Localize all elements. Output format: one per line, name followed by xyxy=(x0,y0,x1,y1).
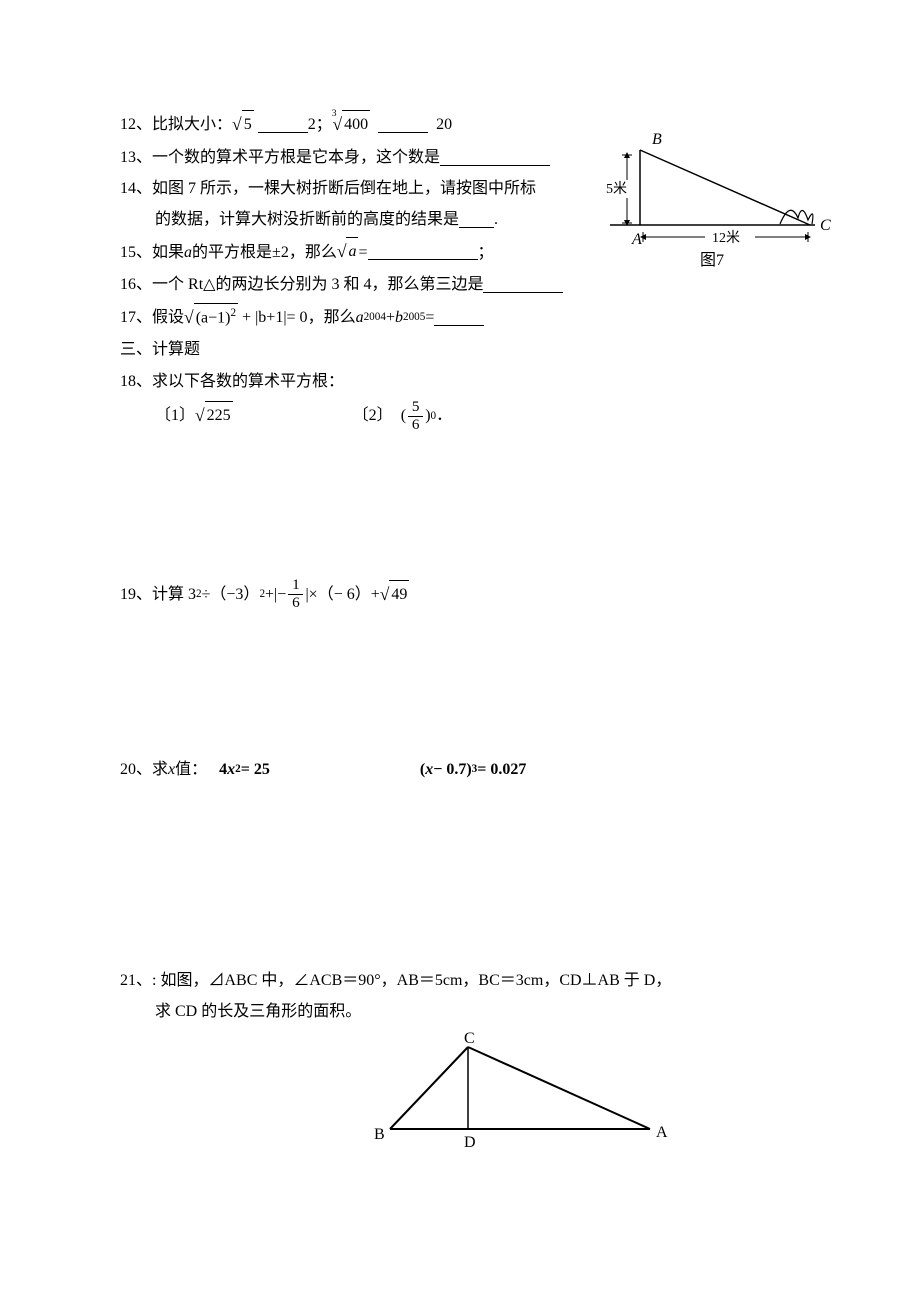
q18-sub1-label: 〔1〕 xyxy=(155,402,195,429)
q17-text1: 假设 xyxy=(152,304,184,331)
question-21-l2: 求 CD 的长及三角形的面积。 xyxy=(120,998,800,1025)
blank xyxy=(258,117,308,133)
sqrt-expr: √(a−1)2 xyxy=(184,303,238,333)
svg-text:D: D xyxy=(464,1134,476,1151)
q15-var-a: a xyxy=(184,239,192,266)
q15-text1: 如果 xyxy=(152,239,184,266)
q20-eq2-b: − 0.7) xyxy=(433,756,471,783)
question-20: 20、 求 x 值： 4x2 = 25 (x − 0.7)3 = 0.027 xyxy=(120,756,800,783)
q14-text3: . xyxy=(494,206,498,233)
blank xyxy=(440,150,550,166)
sqrt-49: √49 xyxy=(380,580,410,610)
svg-text:A: A xyxy=(656,1124,668,1141)
q20-eq2-c: = 0.027 xyxy=(477,756,526,783)
svg-text:C: C xyxy=(464,1030,475,1047)
q20-x1: x xyxy=(168,756,175,783)
q12-text1: 比拟大小： xyxy=(152,111,232,138)
q20-text: 求 xyxy=(152,756,168,783)
question-19: 19、 计算 32 ÷（−3）2 +|− 16 |×（− 6）+ √49 xyxy=(120,577,800,611)
blank xyxy=(378,117,428,133)
q16-text: 一个 Rt△的两边长分别为 3 和 4，那么第三边是 xyxy=(152,271,483,298)
q17-b-var: b xyxy=(395,304,403,331)
q13-num: 13、 xyxy=(120,144,152,171)
q18-sub2-label: 〔2〕 xyxy=(353,402,393,429)
triangle-svg: C B D A xyxy=(360,1029,670,1159)
figure-7: B A C 5米 12米 图7 xyxy=(580,130,860,299)
q18-sub2-dot: ． xyxy=(436,402,452,429)
q18-num: 18、 xyxy=(120,368,152,395)
svg-text:C: C xyxy=(820,217,831,234)
q17-abs: |b+1| xyxy=(255,304,286,331)
svg-text:A: A xyxy=(631,231,642,248)
q17-a-var: a xyxy=(356,304,364,331)
q21-text1: : 如图，⊿ABC 中，∠ACB＝90°，AB＝5cm，BC＝3cm，CD⊥AB… xyxy=(152,967,671,994)
q17-plus: + xyxy=(386,304,395,331)
q17-eq: = 0 xyxy=(287,304,308,331)
q12-text3: 20 xyxy=(436,111,452,138)
q19-text3: +|− xyxy=(265,581,286,608)
q13-text: 一个数的算术平方根是它本身，这个数是 xyxy=(152,144,440,171)
q12-text2: 2； xyxy=(308,111,332,138)
q17-text2: ，那么 xyxy=(308,304,356,331)
question-18-subs: 〔1〕 √225 〔2〕 ( 56 )0 ． xyxy=(120,399,800,433)
q19-text4: |×（− 6）+ xyxy=(305,581,379,608)
q19-text2: ÷（−3） xyxy=(202,581,260,608)
sqrt-a: √a xyxy=(337,237,359,267)
q17-a-exp: 2004 xyxy=(364,308,386,327)
section-3-heading: 三、计算题 xyxy=(120,336,800,363)
section-3-text: 三、计算题 xyxy=(120,336,200,363)
q14-num: 14、 xyxy=(120,175,152,202)
q17-eq2: = xyxy=(425,304,434,331)
blank xyxy=(483,277,563,293)
q15-text2: 的平方根是±2，那么 xyxy=(192,239,337,266)
q21-num: 21、 xyxy=(120,967,152,994)
q15-text3: = xyxy=(358,239,367,266)
q20-eq1-x: x xyxy=(227,756,235,783)
sqrt-5: √5 xyxy=(232,110,254,140)
q18-text: 求以下各数的算术平方根： xyxy=(152,368,344,395)
cuberoot-400: 3√400 xyxy=(332,110,370,140)
triangle-figure: C B D A xyxy=(360,1029,800,1168)
svg-text:B: B xyxy=(374,1126,385,1143)
q20-eq1-a: 4 xyxy=(219,756,227,783)
sqrt-225: √225 xyxy=(195,401,233,431)
q17-num: 17、 xyxy=(120,304,152,331)
blank xyxy=(368,244,478,260)
svg-text:B: B xyxy=(652,131,662,148)
q16-num: 16、 xyxy=(120,271,152,298)
blank xyxy=(434,310,484,326)
question-21-l1: 21、 : 如图，⊿ABC 中，∠ACB＝90°，AB＝5cm，BC＝3cm，C… xyxy=(120,967,800,994)
q12-num: 12、 xyxy=(120,111,152,138)
q15-text4: ； xyxy=(478,239,494,266)
frac-5-6: 56 xyxy=(408,399,423,433)
question-18: 18、 求以下各数的算术平方根： xyxy=(120,368,800,395)
svg-text:12米: 12米 xyxy=(712,230,740,246)
q20-text2: 值： xyxy=(175,756,207,783)
question-17: 17、 假设 √(a−1)2 + |b+1| = 0 ，那么 a2004 + b… xyxy=(120,303,800,333)
q14-text1: 如图 7 所示，一棵大树折断后倒在地上，请按图中所标 xyxy=(152,175,536,202)
q20-eq1-b: = 25 xyxy=(241,756,270,783)
q20-num: 20、 xyxy=(120,756,152,783)
frac-1-6: 16 xyxy=(288,577,303,611)
figure-7-svg: B A C 5米 12米 图7 xyxy=(580,130,850,290)
q14-text2: 的数据，计算大树没折断前的高度的结果是 xyxy=(155,206,459,233)
q20-eq2-x: x xyxy=(425,756,433,783)
q15-num: 15、 xyxy=(120,239,152,266)
q19-num: 19、 xyxy=(120,581,152,608)
blank xyxy=(459,212,494,228)
q19-text1: 计算 3 xyxy=(152,581,196,608)
q17-b-exp: 2005 xyxy=(403,308,425,327)
svg-text:5米: 5米 xyxy=(606,181,627,197)
svg-text:图7: 图7 xyxy=(700,252,724,269)
q21-text2: 求 CD 的长及三角形的面积。 xyxy=(155,998,361,1025)
